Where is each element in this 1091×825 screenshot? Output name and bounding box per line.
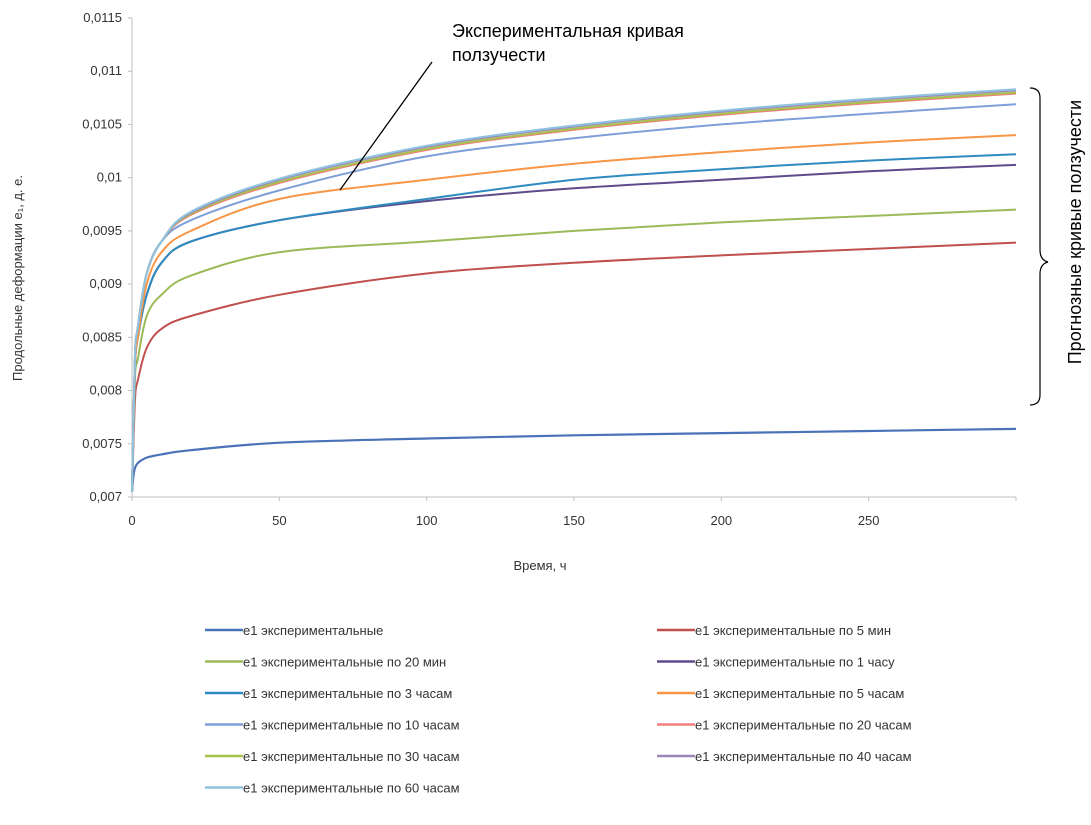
series-line-3	[131, 208, 1017, 492]
x-tick-label: 50	[272, 513, 286, 528]
x-tick-label: 0	[128, 513, 135, 528]
series-line-5	[131, 153, 1017, 492]
y-axis-ticks: 0,007 0,0075 0,008 0,0085 0,009 0,0095 0,01 0,0…	[82, 10, 132, 504]
legend-label: е1 экспериментальные по 30 часам	[243, 749, 460, 764]
legend-label: е1 экспериментальные по 20 часам	[695, 718, 912, 733]
series-layer	[130, 88, 1017, 492]
legend-label: е1 экспериментальные по 1 часу	[695, 655, 895, 670]
legend-label: е1 экспериментальные по 5 мин	[695, 623, 891, 638]
forecast-curves-brace	[1029, 87, 1049, 406]
y-tick-label: 0,0095	[82, 223, 122, 238]
legend: е1 экспериментальные е1 экспериментальные…	[205, 623, 912, 796]
experimental-curve-pointer	[339, 61, 433, 191]
legend-label: е1 экспериментальные по 60 часам	[243, 781, 460, 796]
legend-label: е1 экспериментальные по 5 часам	[695, 686, 904, 701]
x-tick-label: 150	[563, 513, 585, 528]
plot-area	[131, 18, 1016, 498]
y-tick-label: 0,009	[89, 276, 122, 291]
series-line-2	[131, 241, 1017, 492]
y-tick-label: 0,0115	[83, 10, 122, 25]
legend-label: е1 экспериментальные по 40 часам	[695, 749, 912, 764]
y-tick-label: 0,0075	[82, 436, 122, 451]
x-tick-label: 250	[858, 513, 880, 528]
x-tick-label: 200	[710, 513, 732, 528]
series-line-6	[131, 134, 1017, 492]
y-tick-label: 0,011	[90, 63, 122, 78]
series-line-1	[130, 427, 1017, 492]
experimental-curve-annotation-line1: Экспериментальная кривая	[452, 21, 684, 41]
y-tick-label: 0,0105	[82, 116, 122, 131]
series-line-8	[131, 92, 1017, 492]
x-axis-label: Время, ч	[513, 558, 566, 573]
legend-label: е1 экспериментальные по 3 часам	[243, 686, 452, 701]
x-axis-ticks: 0 50 100 150 200 250	[128, 497, 1017, 528]
legend-label: е1 экспериментальные по 10 часам	[243, 718, 460, 733]
x-tick-label: 100	[416, 513, 438, 528]
y-axis-label: Продольные деформации е₁, д. е.	[10, 175, 25, 381]
legend-label: е1 экспериментальные по 20 мин	[243, 655, 446, 670]
legend-label: е1 экспериментальные	[243, 623, 383, 638]
experimental-curve-annotation-line2: ползучести	[452, 45, 546, 65]
forecast-curves-annotation: Прогнозные кривые ползучести	[1065, 100, 1085, 364]
y-tick-label: 0,007	[89, 489, 122, 504]
y-tick-label: 0,008	[89, 383, 122, 398]
y-tick-label: 0,01	[97, 170, 122, 185]
y-tick-label: 0,0085	[82, 329, 122, 344]
series-line-11	[131, 88, 1017, 492]
